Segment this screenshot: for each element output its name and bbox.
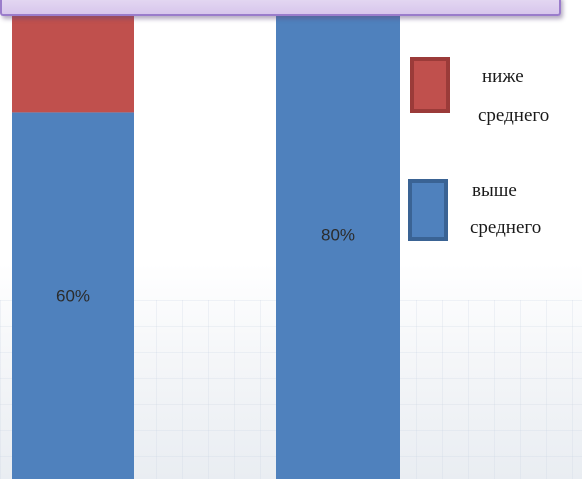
legend-swatch-below-average (410, 57, 450, 113)
data-label-above-1: 60% (56, 287, 90, 306)
bar-segment-above-1 (12, 112, 134, 479)
bar-segment-above-2 (276, 0, 400, 479)
legend-label-below-average-line2: среднего (478, 105, 550, 126)
legend-label-above-average-line1: выше (472, 180, 517, 201)
legend-label-below-average-line1: ниже (482, 66, 524, 87)
legend-swatch-above-average (408, 179, 448, 241)
title-banner (0, 0, 561, 16)
legend-label-above-average-line2: среднего (470, 217, 542, 238)
data-label-above-2: 80% (321, 226, 355, 245)
bar-segment-below-1 (12, 0, 134, 113)
